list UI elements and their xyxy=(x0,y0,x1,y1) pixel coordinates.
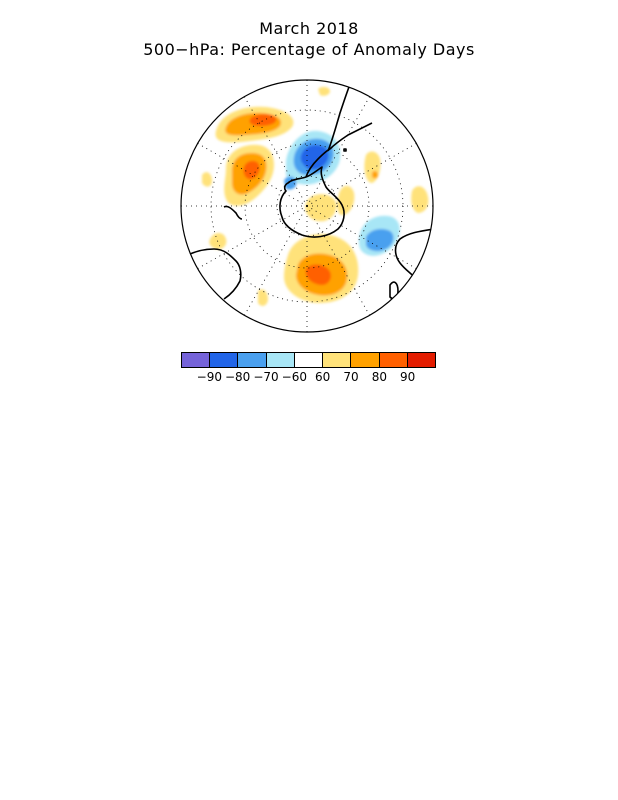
map-subtitle: 500−hPa: Percentage of Anomaly Days xyxy=(143,40,475,59)
positive-anomaly-s-90 xyxy=(305,264,331,285)
colorbar xyxy=(181,352,436,368)
antarctic-peninsula xyxy=(305,148,331,178)
negative-anomaly-drake-80 xyxy=(300,145,329,170)
coastlines xyxy=(181,80,433,300)
colorbar-box-2 xyxy=(238,353,267,367)
positive-anomaly-nw-90 xyxy=(249,114,277,126)
positive-anomaly-ne-dot xyxy=(372,170,378,179)
positive-anomaly-bottom-left xyxy=(258,289,268,306)
colorbar-label: −80 xyxy=(224,370,251,384)
colorbar-box-1 xyxy=(210,353,239,367)
falklands xyxy=(343,148,347,152)
colorbar-label: 70 xyxy=(343,370,359,384)
anomaly-shading xyxy=(202,86,429,306)
colorbar-box-0 xyxy=(182,353,211,367)
positive-anomaly-e xyxy=(337,185,355,215)
positive-anomaly-left-edge xyxy=(202,172,212,187)
map-border xyxy=(180,79,434,333)
colorbar-label: 90 xyxy=(400,370,416,384)
australia-coast xyxy=(181,248,242,300)
colorbar-box-3 xyxy=(266,353,295,367)
colorbar-box-4 xyxy=(294,353,324,367)
polar-map-svg xyxy=(180,79,434,333)
colorbar-box-7 xyxy=(379,353,408,367)
colorbar-box-5 xyxy=(323,353,352,367)
polar-map xyxy=(180,79,434,333)
negative-anomaly-africa-70 xyxy=(366,229,394,252)
colorbar-box-8 xyxy=(407,353,435,367)
graticule xyxy=(181,80,433,332)
positive-anomaly-w-90 xyxy=(243,160,260,180)
colorbar-label: −90 xyxy=(196,370,222,384)
south-america-coast xyxy=(327,80,373,152)
colorbar-label: −70 xyxy=(253,370,279,384)
positive-anomaly-center xyxy=(305,194,337,222)
colorbar-label: 60 xyxy=(315,370,331,384)
positive-anomaly-far-e xyxy=(411,186,429,213)
colorbar-labels: −90 −80 −70 −60 60 70 80 90 xyxy=(181,370,436,386)
antarctica-coast xyxy=(279,166,345,238)
colorbar-label: 80 xyxy=(371,370,387,384)
new-zealand-coast xyxy=(223,205,243,220)
positive-anomaly-top-small xyxy=(318,86,330,96)
colorbar-label: −60 xyxy=(281,370,307,384)
colorbar-box-6 xyxy=(351,353,380,367)
map-title: March 2018 xyxy=(259,19,359,38)
